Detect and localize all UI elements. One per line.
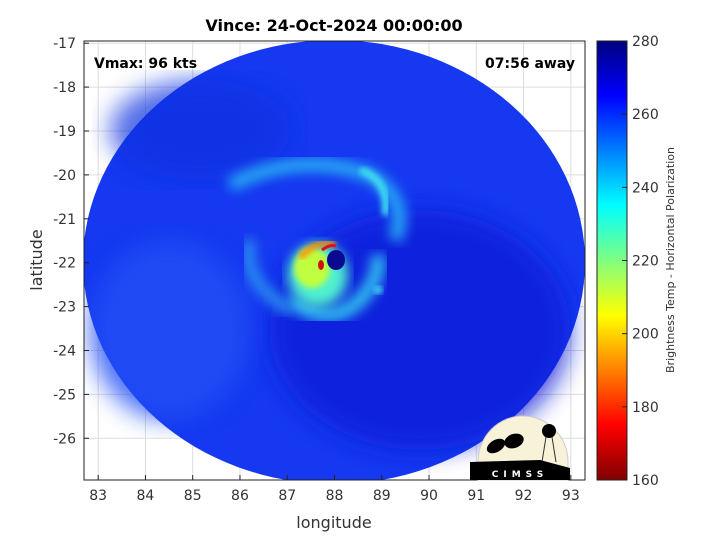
x-tick-label: 84 — [137, 488, 155, 504]
x-tick-label: 89 — [373, 488, 391, 504]
y-tick-label: -24 — [53, 343, 76, 359]
colorbar-tick-label: 160 — [632, 473, 659, 489]
y-tick-label: -21 — [53, 212, 76, 228]
chart-title: Vince: 24-Oct-2024 00:00:00 — [205, 16, 462, 35]
y-tick-label: -20 — [53, 168, 76, 184]
x-tick-label: 88 — [326, 488, 344, 504]
y-tick-label: -18 — [53, 80, 76, 96]
colorbar-tick-label: 200 — [632, 327, 659, 343]
x-tick-label: 87 — [278, 488, 296, 504]
x-tick-label: 86 — [231, 488, 249, 504]
x-tick-label: 91 — [467, 488, 485, 504]
brightness-temp-image — [84, 41, 585, 480]
y-tick-label: -17 — [53, 36, 76, 52]
x-tick-label: 93 — [562, 488, 580, 504]
colorbar-tick-label: 280 — [632, 34, 659, 50]
time-away-label: 07:56 away — [485, 56, 575, 72]
colorbar-tick-label: 220 — [632, 254, 659, 270]
vmax-label: Vmax: 96 kts — [94, 56, 197, 72]
colorbar: 160 180 200 220 240 260 280 Brightness Temp - … — [596, 34, 677, 489]
x-tick-label: 85 — [184, 488, 202, 504]
y-tick-label: -19 — [53, 124, 76, 140]
x-tick-label: 83 — [89, 488, 107, 504]
logo-text: CIMSS — [492, 470, 548, 480]
x-axis-label: longitude — [296, 513, 371, 532]
eyewall — [297, 239, 336, 260]
y-axis-label: latitude — [27, 229, 46, 290]
axis-ticks: 83 84 85 86 87 88 89 90 91 92 93 -17 -18 -19 -20 -21 -22… — [53, 36, 580, 504]
colorbar-label: Brightness Temp - Horizontal Polarizatio… — [664, 147, 677, 373]
y-tick-label: -23 — [53, 300, 76, 316]
colorbar-tick-label: 240 — [632, 180, 659, 196]
colorbar-tick-label: 180 — [632, 400, 659, 416]
y-tick-label: -26 — [53, 431, 76, 447]
cimss-logo: CIMSS — [470, 415, 570, 481]
x-tick-label: 92 — [515, 488, 533, 504]
y-tick-label: -22 — [53, 256, 76, 272]
colorbar-tick-label: 260 — [632, 107, 659, 123]
y-tick-label: -25 — [53, 387, 76, 403]
storm-eye — [327, 250, 345, 270]
x-tick-label: 90 — [420, 488, 438, 504]
